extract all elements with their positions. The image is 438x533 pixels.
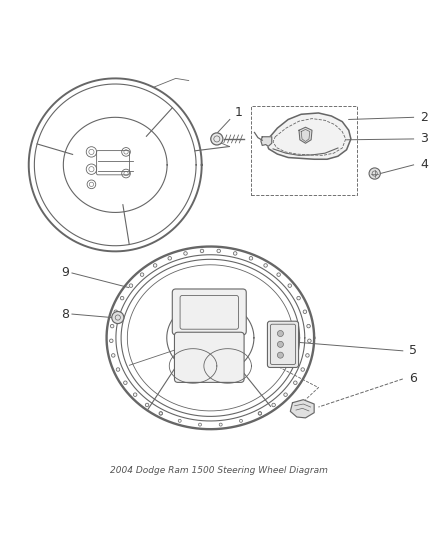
Text: 4: 4	[420, 158, 428, 172]
Circle shape	[184, 252, 187, 255]
Circle shape	[303, 310, 307, 313]
Text: 1: 1	[234, 107, 242, 119]
Circle shape	[233, 252, 237, 255]
Circle shape	[277, 341, 283, 348]
Text: 2004 Dodge Ram 1500 Steering Wheel Diagram: 2004 Dodge Ram 1500 Steering Wheel Diagr…	[110, 466, 328, 475]
Circle shape	[369, 168, 380, 179]
Circle shape	[277, 352, 283, 358]
Circle shape	[264, 264, 267, 267]
Circle shape	[124, 381, 127, 384]
Text: 8: 8	[61, 308, 69, 320]
Circle shape	[277, 273, 280, 277]
Circle shape	[114, 310, 117, 313]
Circle shape	[217, 249, 220, 253]
FancyBboxPatch shape	[268, 321, 299, 367]
Circle shape	[198, 423, 201, 426]
Circle shape	[307, 325, 311, 328]
Circle shape	[297, 296, 300, 300]
Circle shape	[110, 339, 113, 343]
Circle shape	[140, 273, 144, 277]
Text: 9: 9	[61, 266, 69, 279]
Circle shape	[284, 393, 287, 397]
Circle shape	[159, 412, 162, 415]
Circle shape	[110, 325, 114, 328]
Circle shape	[200, 249, 204, 253]
Circle shape	[153, 264, 157, 267]
Circle shape	[219, 423, 222, 426]
Circle shape	[168, 256, 172, 260]
FancyBboxPatch shape	[172, 289, 246, 335]
Text: 3: 3	[420, 132, 428, 146]
Circle shape	[116, 368, 120, 372]
Circle shape	[301, 368, 304, 372]
Circle shape	[159, 411, 162, 415]
Circle shape	[112, 311, 124, 324]
Circle shape	[240, 419, 243, 422]
Circle shape	[288, 284, 292, 287]
Polygon shape	[261, 137, 272, 146]
Circle shape	[258, 412, 261, 415]
Circle shape	[277, 330, 283, 336]
Circle shape	[145, 403, 149, 407]
Circle shape	[249, 256, 253, 260]
Circle shape	[306, 354, 309, 357]
Circle shape	[211, 133, 223, 145]
Circle shape	[293, 381, 297, 384]
Circle shape	[134, 393, 137, 397]
Circle shape	[120, 296, 124, 300]
Text: 6: 6	[409, 373, 417, 385]
Circle shape	[272, 403, 276, 407]
FancyBboxPatch shape	[174, 332, 244, 382]
Polygon shape	[267, 113, 351, 159]
Circle shape	[258, 411, 261, 415]
Circle shape	[307, 339, 311, 343]
Text: 5: 5	[409, 344, 417, 357]
Circle shape	[178, 419, 181, 422]
Text: 2: 2	[420, 111, 428, 124]
Polygon shape	[299, 127, 312, 143]
Circle shape	[129, 284, 133, 287]
Circle shape	[112, 354, 115, 357]
Polygon shape	[290, 400, 314, 418]
